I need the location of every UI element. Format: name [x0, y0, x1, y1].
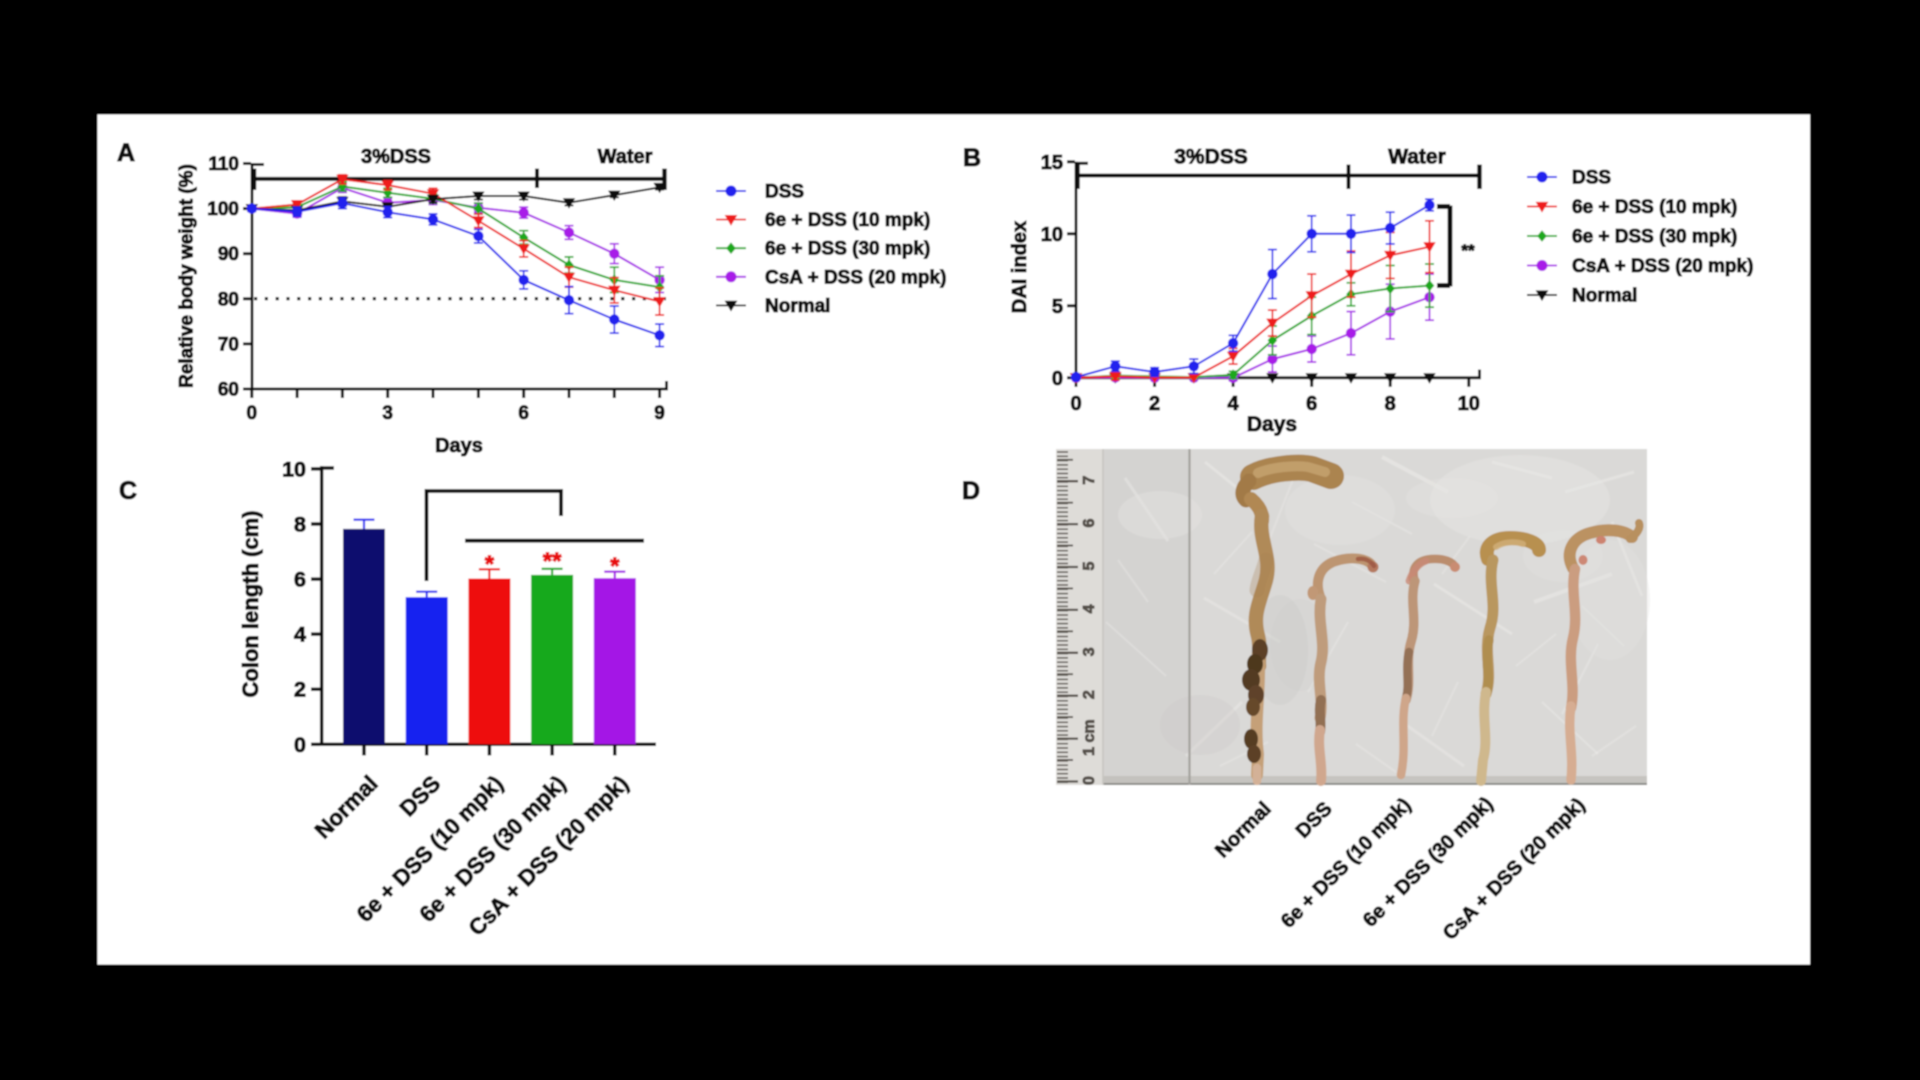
svg-text:6e + DSS (10 mpk): 6e + DSS (10 mpk)	[765, 210, 930, 231]
svg-text:2: 2	[1081, 690, 1098, 699]
svg-text:6: 6	[518, 403, 529, 424]
svg-text:0: 0	[1052, 368, 1063, 390]
svg-text:1 cm: 1 cm	[1081, 719, 1098, 755]
svg-text:3%DSS: 3%DSS	[361, 146, 431, 168]
svg-text:3: 3	[1081, 647, 1098, 656]
svg-text:Normal: Normal	[1572, 286, 1637, 307]
svg-text:Colon length (cm): Colon length (cm)	[238, 511, 263, 698]
svg-text:7: 7	[1081, 476, 1098, 485]
svg-text:10: 10	[1458, 393, 1480, 415]
svg-text:*: *	[485, 551, 495, 578]
svg-text:3%DSS: 3%DSS	[1174, 146, 1248, 169]
svg-text:6e + DSS (30 mpk): 6e + DSS (30 mpk)	[765, 239, 930, 260]
svg-text:DSS: DSS	[765, 182, 804, 203]
svg-text:**: **	[543, 548, 562, 575]
svg-text:Days: Days	[1247, 413, 1297, 436]
svg-text:0: 0	[1081, 776, 1098, 785]
svg-text:0: 0	[247, 403, 258, 424]
svg-text:Days: Days	[435, 435, 483, 457]
svg-text:CsA + DSS (20 mpk): CsA + DSS (20 mpk)	[1572, 256, 1753, 277]
svg-text:10: 10	[282, 457, 306, 481]
svg-text:6: 6	[294, 568, 306, 592]
svg-text:DAI index: DAI index	[1009, 221, 1031, 313]
svg-text:70: 70	[218, 334, 239, 355]
svg-text:*: *	[610, 553, 620, 580]
svg-text:Water: Water	[1388, 146, 1446, 169]
svg-text:15: 15	[1041, 152, 1063, 174]
svg-text:4: 4	[294, 623, 306, 647]
svg-text:0: 0	[1070, 393, 1081, 415]
svg-text:8: 8	[294, 513, 306, 537]
svg-text:9: 9	[654, 403, 665, 424]
svg-text:110: 110	[208, 154, 239, 175]
svg-text:C: C	[119, 477, 137, 505]
svg-text:DSS: DSS	[1572, 168, 1611, 189]
svg-text:6: 6	[1306, 393, 1317, 415]
svg-text:6: 6	[1081, 519, 1098, 528]
svg-text:CsA + DSS (20 mpk): CsA + DSS (20 mpk)	[765, 267, 946, 288]
svg-text:4: 4	[1228, 393, 1240, 415]
svg-text:Normal: Normal	[765, 296, 830, 317]
svg-text:5: 5	[1081, 561, 1098, 570]
svg-text:B: B	[963, 144, 981, 172]
svg-text:4: 4	[1081, 604, 1098, 613]
svg-text:5: 5	[1052, 296, 1063, 318]
svg-text:100: 100	[207, 199, 239, 220]
svg-text:**: **	[1461, 241, 1475, 260]
svg-text:10: 10	[1041, 224, 1063, 246]
svg-text:A: A	[117, 139, 135, 167]
svg-text:8: 8	[1385, 393, 1396, 415]
svg-text:2: 2	[1149, 393, 1160, 415]
svg-text:2: 2	[294, 678, 306, 702]
svg-text:D: D	[962, 477, 980, 505]
svg-text:Water: Water	[598, 146, 653, 168]
svg-text:6e + DSS (10 mpk): 6e + DSS (10 mpk)	[1572, 197, 1737, 218]
svg-text:60: 60	[218, 380, 239, 401]
svg-text:3: 3	[382, 403, 393, 424]
svg-text:6e + DSS (30 mpk): 6e + DSS (30 mpk)	[1572, 227, 1737, 248]
svg-text:90: 90	[218, 244, 239, 265]
svg-text:Relative body weight (%): Relative body weight (%)	[177, 164, 198, 388]
svg-text:80: 80	[218, 289, 239, 310]
svg-text:0: 0	[294, 733, 306, 757]
